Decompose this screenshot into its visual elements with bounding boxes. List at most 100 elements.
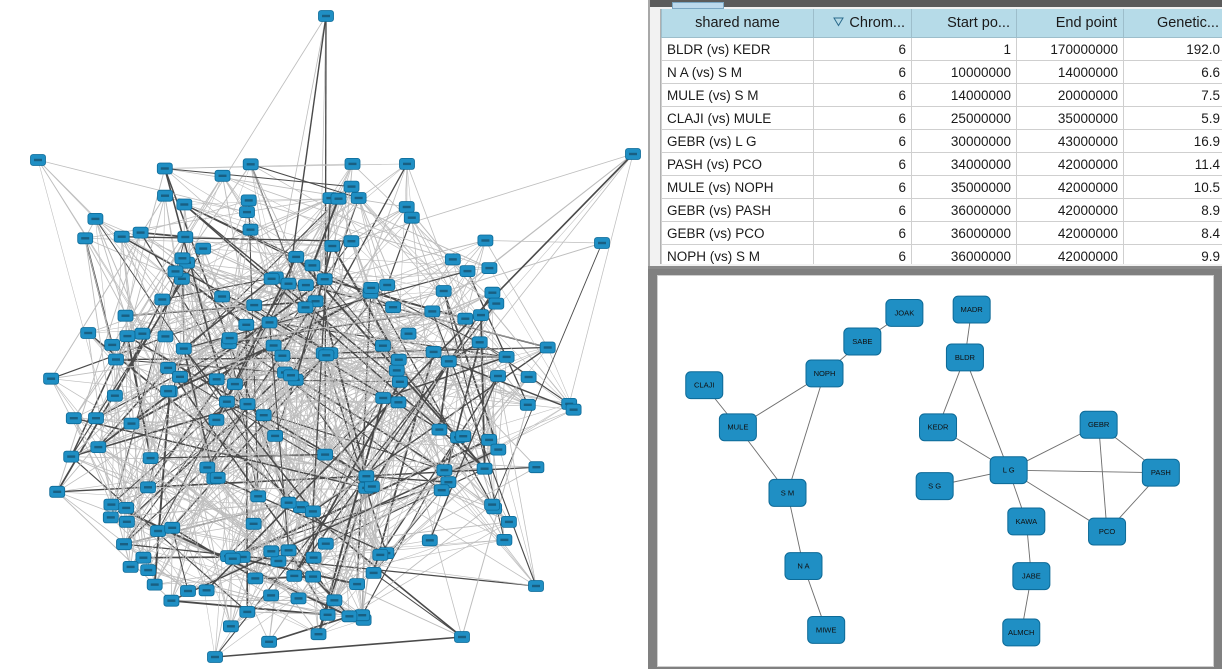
main-network-edge[interactable] [247,359,399,405]
subnetwork-node[interactable]: JABE [1012,562,1051,591]
main-network-node[interactable] [280,496,297,509]
main-network-edge[interactable] [327,487,367,615]
main-network-edge[interactable] [154,477,219,585]
main-network-node[interactable] [625,148,641,160]
main-network-edge[interactable] [150,453,326,459]
main-network-edge[interactable] [323,287,372,354]
main-network-edge[interactable] [114,395,372,487]
subnetwork-node[interactable]: SABE [843,327,882,356]
main-network-node[interactable] [167,265,184,278]
main-network-edge[interactable] [111,419,217,505]
node-shape[interactable] [885,298,924,327]
main-network-node[interactable] [123,417,140,430]
main-network-edge[interactable] [184,204,333,247]
main-network-edge[interactable] [371,292,494,487]
cell-end_point[interactable]: 42000000 [1016,175,1124,199]
subnetwork-node[interactable]: PCO [1088,517,1127,546]
main-network-edge[interactable] [165,163,408,337]
main-network-edge[interactable] [351,186,444,292]
main-network-node[interactable] [103,498,120,511]
main-network-edge[interactable] [115,358,286,374]
main-network-node[interactable] [565,403,582,416]
main-network-node[interactable] [297,279,314,292]
main-network-node[interactable] [481,433,498,446]
cell-start_point[interactable]: 35000000 [911,175,1017,199]
main-network-node[interactable] [150,525,167,537]
cell-shared_name[interactable]: N A (vs) S M [661,60,814,84]
main-network-edge[interactable] [358,197,574,410]
cell-genetic[interactable]: 11.4 [1123,152,1222,176]
main-network-edge[interactable] [186,262,286,373]
main-network-view[interactable] [0,0,648,669]
main-network-node[interactable] [454,631,470,643]
table-row[interactable]: GEBR (vs) L G 6 30000000 43000000 16.9 [661,129,1222,153]
main-network-edge[interactable] [222,267,490,297]
main-network-node[interactable] [484,498,501,511]
main-network-node[interactable] [164,521,181,534]
main-network-node[interactable] [379,279,396,291]
main-network-node[interactable] [341,610,358,623]
main-network-node[interactable] [195,242,212,255]
main-network-edge[interactable] [140,232,255,306]
main-network-edge[interactable] [361,476,367,616]
main-network-node[interactable] [317,448,334,461]
main-network-node[interactable] [305,570,322,583]
main-network-node[interactable] [424,305,441,318]
main-network-node[interactable] [30,154,46,166]
main-network-node[interactable] [174,252,191,265]
cell-end_point[interactable]: 42000000 [1016,221,1124,245]
edge-attribute-table[interactable]: shared name Chrom... Start po... [661,9,1222,264]
node-shape[interactable] [807,615,846,644]
main-network-edge[interactable] [484,375,499,469]
main-network-edge[interactable] [324,206,407,280]
main-network-node[interactable] [471,336,488,349]
main-network-edge[interactable] [448,318,466,483]
table-tab-chip[interactable] [672,2,724,9]
main-network-edge[interactable] [206,197,359,591]
main-network-edge[interactable] [221,296,290,503]
table-row[interactable]: MULE (vs) NOPH 6 35000000 42000000 10.5 [661,175,1222,199]
main-network-edge[interactable] [324,270,468,280]
main-network-edge[interactable] [373,572,463,638]
main-network-node[interactable] [214,169,231,182]
table-row[interactable]: PASH (vs) PCO 6 34000000 42000000 11.4 [661,152,1222,176]
main-network-node[interactable] [398,201,415,213]
main-network-edge[interactable] [115,359,319,635]
cell-genetic[interactable]: 16.9 [1123,129,1222,153]
main-network-edge[interactable] [114,299,163,397]
subnetwork-node[interactable]: JOAK [885,298,924,327]
main-network-node[interactable] [239,206,255,219]
cell-start_point[interactable]: 30000000 [911,129,1017,153]
main-network-edge[interactable] [326,355,464,437]
main-network-edge[interactable] [84,238,215,479]
main-network-node[interactable] [146,578,163,591]
main-network-edge[interactable] [293,381,401,577]
main-network-node[interactable] [305,551,322,564]
main-network-edge[interactable] [130,299,163,567]
main-network-edge[interactable] [222,175,352,242]
cell-end_point[interactable]: 170000000 [1016,37,1124,61]
node-shape[interactable] [805,359,844,388]
main-network-node[interactable] [288,250,305,263]
main-network-edge[interactable] [568,153,634,404]
main-network-edge[interactable] [448,361,495,509]
cell-shared_name[interactable]: BLDR (vs) KEDR [661,37,814,61]
main-network-edge[interactable] [131,423,499,450]
cell-shared_name[interactable]: GEBR (vs) L G [661,129,814,153]
main-network-node[interactable] [242,223,259,236]
main-network-node[interactable] [226,378,243,391]
main-network-edge[interactable] [439,356,507,430]
main-network-node[interactable] [140,564,157,576]
main-network-node[interactable] [63,450,80,463]
main-network-node[interactable] [476,462,493,475]
col-header-shared-name[interactable]: shared name [661,9,814,38]
node-shape[interactable] [915,472,954,501]
main-network-node[interactable] [403,211,420,224]
main-network-edge[interactable] [164,336,232,627]
main-network-edge[interactable] [438,361,450,430]
main-network-edge[interactable] [94,218,126,316]
main-network-edge[interactable] [485,240,603,244]
main-network-edge[interactable] [50,378,144,558]
main-network-edge[interactable] [429,375,499,541]
table-row[interactable]: N A (vs) S M 6 10000000 14000000 6.6 [661,60,1222,84]
